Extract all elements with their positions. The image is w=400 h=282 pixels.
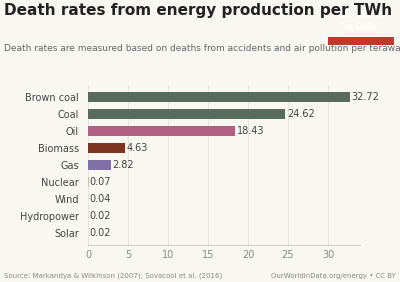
Text: 4.63: 4.63 [127,143,148,153]
Text: 0.02: 0.02 [89,211,111,221]
Bar [88,109,285,119]
Text: Source: Markandya & Wilkinson (2007); Sovacool et al. (2016): Source: Markandya & Wilkinson (2007); So… [4,273,222,279]
Text: 32.72: 32.72 [352,92,380,102]
Text: 18.43: 18.43 [238,126,265,136]
Bar [88,92,350,102]
Text: 0.07: 0.07 [90,177,111,187]
Text: in Data: in Data [345,22,377,31]
Text: OurWorldInData.org/energy • CC BY: OurWorldInData.org/energy • CC BY [271,273,396,279]
Bar [88,160,110,170]
Bar [88,143,125,153]
Text: Our World: Our World [339,11,383,20]
Text: 24.62: 24.62 [287,109,315,119]
Text: Death rates are measured based on deaths from accidents and air pollution per te: Death rates are measured based on deaths… [4,44,400,53]
Bar [328,37,394,45]
Text: 0.04: 0.04 [90,194,111,204]
Bar [88,126,236,136]
Text: Death rates from energy production per TWh: Death rates from energy production per T… [4,3,392,18]
Text: 0.02: 0.02 [89,228,111,238]
Text: 2.82: 2.82 [112,160,134,170]
